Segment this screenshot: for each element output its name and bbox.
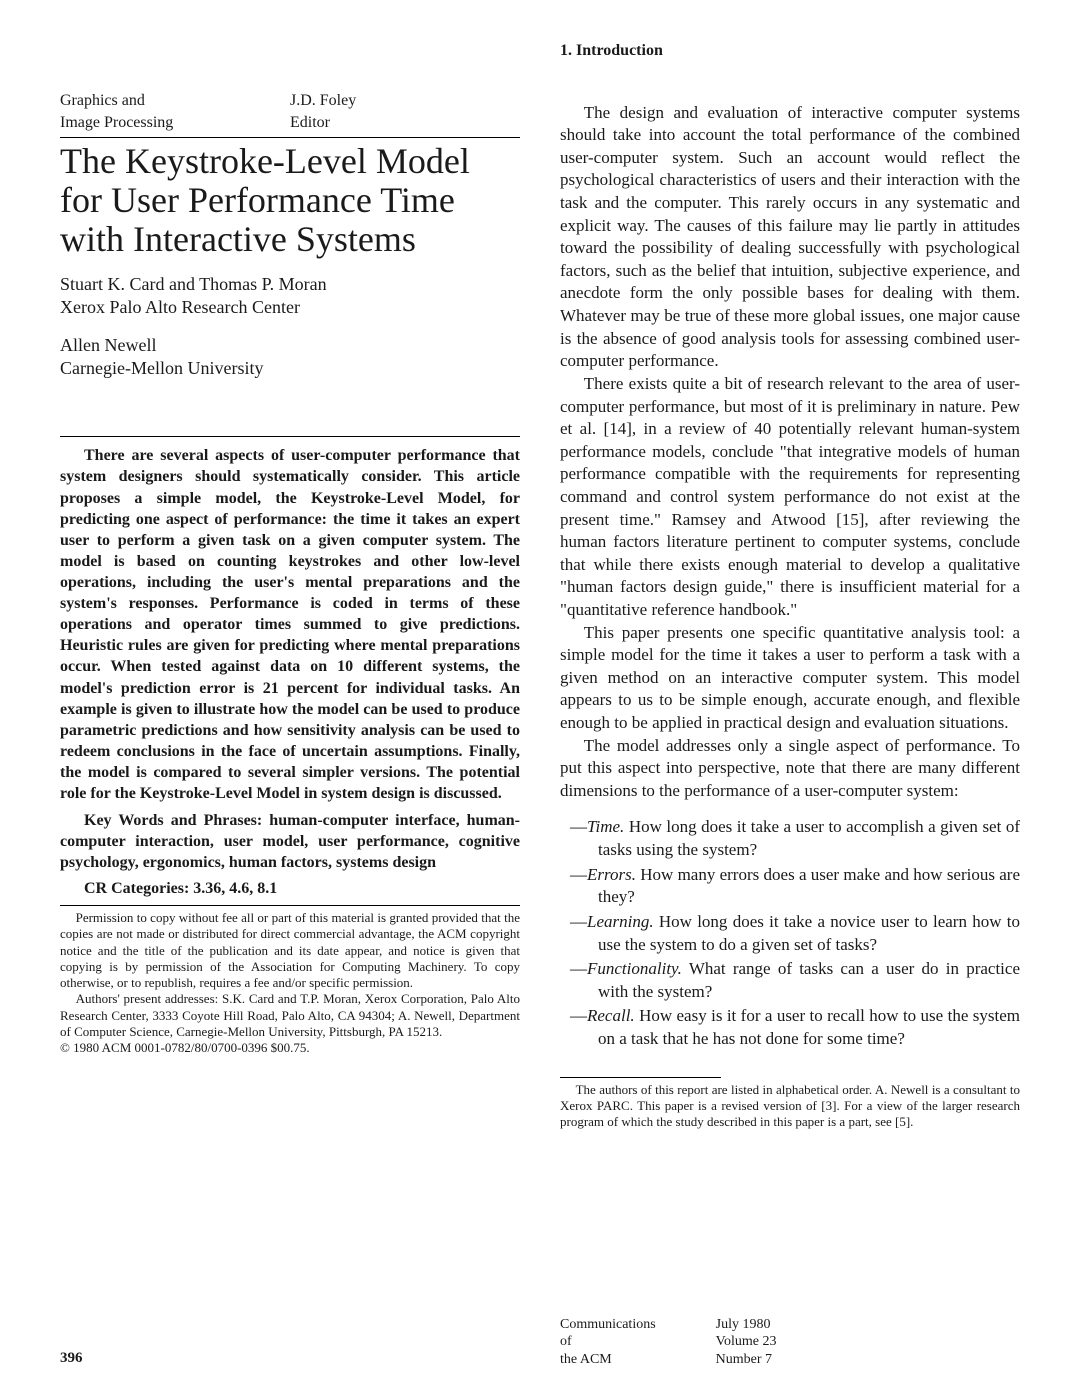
author-names-1: Stuart K. Card and Thomas P. Moran <box>60 273 520 296</box>
right-footnote-rule <box>560 1077 721 1078</box>
abstract-text: There are several aspects of user-comput… <box>60 445 520 804</box>
author-names-2: Allen Newell <box>60 334 520 357</box>
journal-name: Communications of the ACM <box>560 1316 656 1369</box>
department: Graphics and Image Processing <box>60 90 290 133</box>
body-paragraph: This paper presents one specific quantit… <box>560 622 1020 735</box>
editor-name: J.D. Foley <box>290 90 520 112</box>
article-title: The Keystroke-Level Model for User Perfo… <box>60 142 520 259</box>
cr-categories: CR Categories: 3.36, 4.6, 8.1 <box>60 878 520 900</box>
page-number: 396 <box>60 1348 520 1368</box>
list-item: —Learning. How long does it take a novic… <box>570 911 1020 956</box>
journal-footer: Communications of the ACM July 1980 Volu… <box>560 1316 1020 1369</box>
left-column: Graphics and Image Processing J.D. Foley… <box>60 40 520 1368</box>
authors-block: Stuart K. Card and Thomas P. Moran Xerox… <box>60 273 520 395</box>
right-column: 1. Introduction The design and evaluatio… <box>560 40 1020 1368</box>
body-text: The design and evaluation of interactive… <box>560 102 1020 803</box>
abstract-rule <box>60 436 520 437</box>
header-rule <box>60 137 520 138</box>
keywords-text: Key Words and Phrases: human-computer in… <box>60 810 520 873</box>
right-footnote: The authors of this report are listed in… <box>560 1082 1020 1131</box>
journal-issue: July 1980 Volume 23 Number 7 <box>716 1316 777 1369</box>
body-paragraph: There exists quite a bit of research rel… <box>560 373 1020 622</box>
addresses-footnote: Authors' present addresses: S.K. Card an… <box>60 991 520 1040</box>
author-group-2: Allen Newell Carnegie-Mellon University <box>60 334 520 381</box>
paper-page: Graphics and Image Processing J.D. Foley… <box>60 40 1020 1368</box>
body-paragraph: The design and evaluation of interactive… <box>560 102 1020 373</box>
body-paragraph: The model addresses only a single aspect… <box>560 735 1020 803</box>
author-group-1: Stuart K. Card and Thomas P. Moran Xerox… <box>60 273 520 320</box>
article-header: Graphics and Image Processing J.D. Foley… <box>60 90 520 133</box>
editor-block: J.D. Foley Editor <box>290 90 520 133</box>
author-affil-1: Xerox Palo Alto Research Center <box>60 296 520 319</box>
section-heading: 1. Introduction <box>560 40 1020 62</box>
copyright-footnote: © 1980 ACM 0001-0782/80/0700-0396 $00.75… <box>60 1040 520 1056</box>
department-line1: Graphics and <box>60 90 290 112</box>
dimensions-list: —Time. How long does it take a user to a… <box>570 816 1020 1052</box>
list-item: —Recall. How easy is it for a user to re… <box>570 1005 1020 1050</box>
department-line2: Image Processing <box>60 112 290 134</box>
list-item: —Time. How long does it take a user to a… <box>570 816 1020 861</box>
author-affil-2: Carnegie-Mellon University <box>60 357 520 380</box>
list-item: —Functionality. What range of tasks can … <box>570 958 1020 1003</box>
footnote-rule <box>60 905 520 906</box>
editor-label: Editor <box>290 112 520 134</box>
permission-footnote: Permission to copy without fee all or pa… <box>60 910 520 991</box>
list-item: —Errors. How many errors does a user mak… <box>570 864 1020 909</box>
